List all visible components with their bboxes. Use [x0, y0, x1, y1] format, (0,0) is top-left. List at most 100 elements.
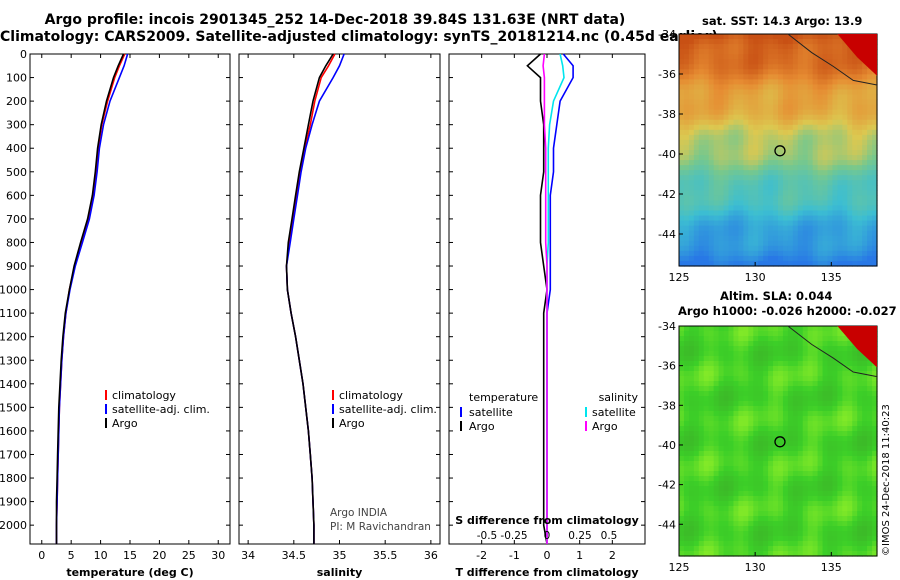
diff-xtick-label: -2: [476, 549, 487, 562]
sla-land: [837, 326, 877, 368]
temp-xtick-label: 20: [152, 549, 166, 562]
sla-xtick-label: 130: [745, 561, 766, 574]
depth-tick-label: 1500: [0, 401, 27, 414]
salinity-diff-tick-label: -0.25: [500, 530, 527, 542]
sst-argo-marker: [774, 145, 786, 157]
depth-tick-label: 200: [6, 95, 27, 108]
legend-label: Argo: [112, 417, 138, 430]
sst-land: [837, 34, 877, 76]
sla-ytick-label: -44: [658, 518, 676, 531]
sla-ytick-label: -42: [658, 479, 676, 492]
figure-title-line1: Argo profile: incois 2901345_252 14-Dec-…: [44, 12, 626, 28]
diff-xtick-label: 1: [576, 549, 583, 562]
depth-tick-label: 1900: [0, 496, 27, 509]
legend-label: Argo: [469, 420, 495, 433]
temp-xtick-label: 30: [211, 549, 225, 562]
temp-series-climatology: [55, 53, 126, 544]
depth-tick-label: 1600: [0, 425, 27, 438]
legend-label: satellite: [592, 406, 636, 419]
diff-xlabel: T difference from climatology: [455, 566, 638, 579]
legend-title-salinity: salinity: [599, 391, 639, 404]
sla-coastline: [787, 325, 878, 378]
legend-label: Argo: [592, 420, 618, 433]
temp-xlabel: temperature (deg C): [66, 566, 193, 579]
depth-tick-label: 1700: [0, 448, 27, 461]
legend-label: climatology: [112, 389, 176, 402]
sla-ytick-label: -36: [658, 360, 676, 373]
temp-xtick-label: 0: [38, 549, 45, 562]
sla-map: [679, 326, 878, 557]
sst-xtick-label: 125: [669, 271, 690, 284]
temp-xtick-label: 15: [123, 549, 137, 562]
sal-xtick-label: 35: [333, 549, 347, 562]
diff-series-temperature-satellite: [546, 53, 574, 544]
figure-title-line2: Climatology: CARS2009. Satellite-adjuste…: [0, 29, 718, 45]
sst-xtick-label: 135: [821, 271, 842, 284]
diff-secondary-title: S difference from climatology: [455, 514, 639, 527]
diff-series-salinity-argo: [542, 53, 548, 544]
sal-series-argo: [285, 53, 334, 544]
legend-title-temperature: temperature: [469, 391, 538, 404]
sst-ytick-label: -40: [658, 148, 676, 161]
sla-ytick-label: -40: [658, 439, 676, 452]
depth-tick-label: 1100: [0, 307, 27, 320]
depth-tick-label: 300: [6, 119, 27, 132]
depth-tick-label: 1800: [0, 472, 27, 485]
salinity-diff-tick-label: 0.5: [601, 530, 618, 542]
sla-xtick-label: 135: [821, 561, 842, 574]
sst-ytick-label: -38: [658, 108, 676, 121]
depth-tick-label: 1200: [0, 331, 27, 344]
sal-series-satellite-adj-clim-: [285, 53, 345, 544]
depth-tick-label: 700: [6, 213, 27, 226]
legend-label: satellite: [469, 406, 513, 419]
temp-axes-frame: [29, 53, 231, 545]
sla-xtick-label: 125: [669, 561, 690, 574]
diff-xtick-label: 2: [609, 549, 616, 562]
depth-tick-label: 600: [6, 189, 27, 202]
legend-label: satellite-adj. clim.: [339, 403, 437, 416]
depth-tick-label: 1000: [0, 284, 27, 297]
sla-ytick-label: -34: [658, 320, 676, 333]
sla-map-title: Altim. SLA: 0.044: [720, 289, 833, 303]
depth-tick-label: 100: [6, 72, 27, 85]
sla-map-subtitle: Argo h1000: -0.026 h2000: -0.027: [678, 304, 897, 318]
legend-label: Argo: [339, 417, 365, 430]
sal-xtick-label: 34.5: [282, 549, 307, 562]
depth-tick-label: 2000: [0, 519, 27, 532]
depth-tick-label: 0: [20, 48, 27, 61]
source-note-line2: PI: M Ravichandran: [330, 521, 431, 533]
sst-ytick-label: -42: [658, 188, 676, 201]
depth-tick-label: 1300: [0, 354, 27, 367]
sal-xtick-label: 34: [241, 549, 255, 562]
sla-map-frame: [678, 325, 878, 557]
temp-xtick-label: 25: [182, 549, 196, 562]
source-note-line1: Argo INDIA: [330, 507, 388, 519]
legend-label: satellite-adj. clim.: [112, 403, 210, 416]
temp-xtick-label: 10: [94, 549, 108, 562]
sst-coastline: [787, 33, 878, 86]
sst-ytick-label: -44: [658, 228, 676, 241]
depth-tick-label: 1400: [0, 378, 27, 391]
diff-xtick-label: 0: [544, 549, 551, 562]
sal-xlabel: salinity: [317, 566, 363, 579]
salinity-diff-tick-label: -0.5: [477, 530, 498, 542]
sst-xtick-label: 130: [745, 271, 766, 284]
sst-map: [679, 34, 878, 267]
depth-tick-label: 800: [6, 236, 27, 249]
temp-xtick-label: 5: [68, 549, 75, 562]
sal-axes-frame: [238, 53, 441, 545]
diff-xtick-label: -1: [509, 549, 520, 562]
sst-ytick-label: -34: [658, 28, 676, 41]
sst-map-title: sat. SST: 14.3 Argo: 13.9: [702, 14, 863, 28]
sst-map-frame: [678, 33, 878, 267]
salinity-diff-tick-label: 0: [544, 530, 551, 542]
sal-xtick-label: 35.5: [373, 549, 398, 562]
sst-ytick-label: -36: [658, 68, 676, 81]
depth-tick-label: 900: [6, 260, 27, 273]
sla-ytick-label: -38: [658, 399, 676, 412]
depth-tick-label: 500: [6, 166, 27, 179]
temp-series-argo: [55, 53, 125, 544]
salinity-diff-tick-label: 0.25: [568, 530, 591, 542]
depth-tick-label: 400: [6, 142, 27, 155]
